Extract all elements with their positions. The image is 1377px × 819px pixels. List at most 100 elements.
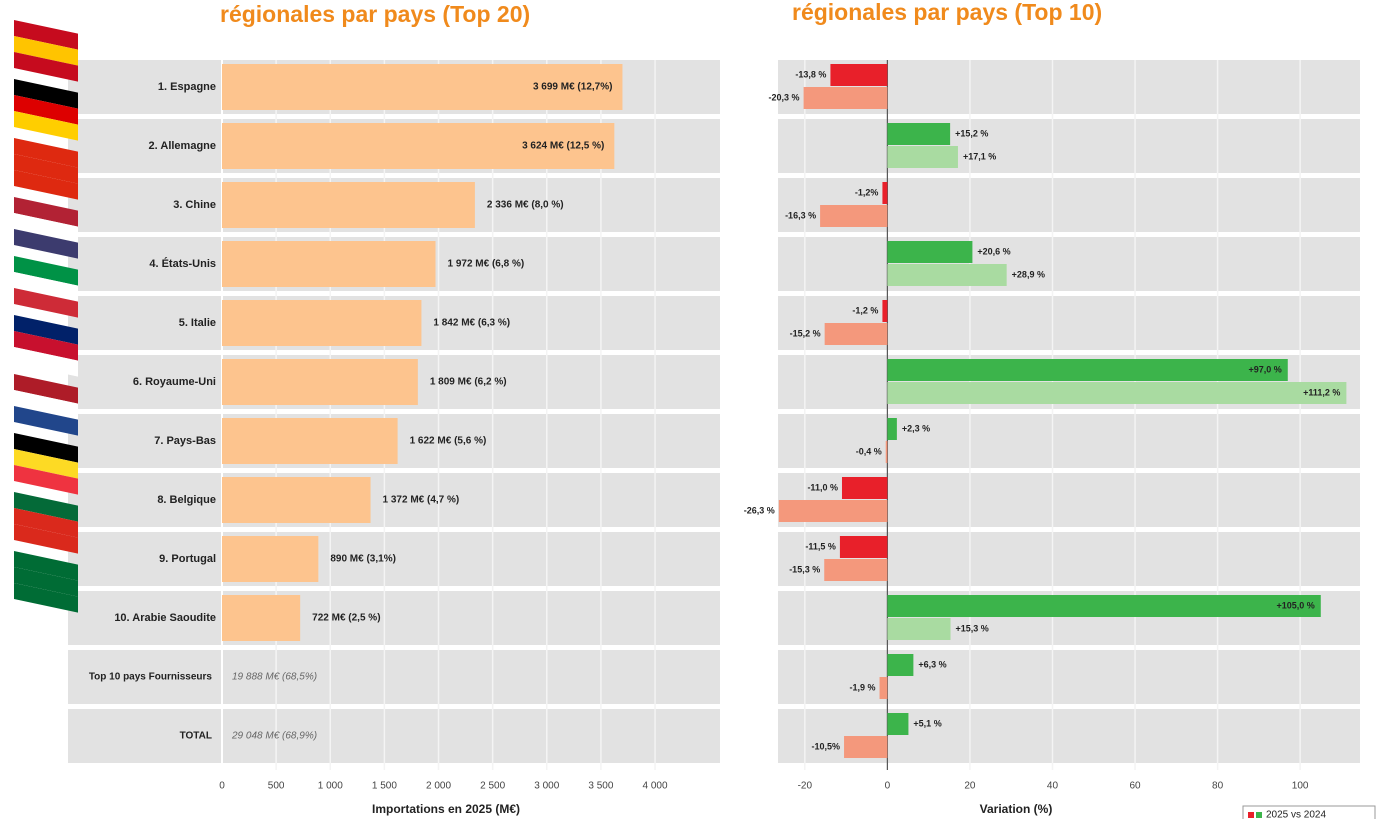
- flag: [14, 374, 78, 436]
- value-label: 890 M€ (3,1%): [330, 554, 396, 565]
- flag-stripe: [14, 229, 78, 259]
- value-label: -20,3 %: [769, 92, 800, 102]
- flag-stripe: [14, 95, 78, 125]
- value-label: 1 622 M€ (5,6 %): [410, 436, 487, 447]
- value-label: +28,9 %: [1012, 269, 1045, 279]
- flag-stripe: [14, 508, 78, 538]
- x-tick-label: 40: [1047, 781, 1059, 792]
- value-label: 3 699 M€ (12,7%): [533, 82, 613, 93]
- flag-stripe: [14, 36, 78, 66]
- row-band: [778, 119, 1360, 173]
- flag-stripe: [14, 347, 78, 377]
- flag-stripe: [14, 406, 78, 436]
- x-tick-label: 20: [964, 781, 976, 792]
- legend-box: [1242, 805, 1376, 819]
- bar: [824, 323, 888, 345]
- flag: [14, 138, 78, 200]
- bar: [222, 418, 398, 464]
- flag-stripe: [14, 154, 78, 184]
- value-label: -0,4 %: [856, 446, 882, 456]
- x-tick-label: 0: [885, 781, 891, 792]
- value-label: 1 972 M€ (6,8 %): [447, 259, 524, 270]
- category-label: 3. Chine: [173, 199, 216, 211]
- bar: [222, 477, 371, 523]
- bar: [887, 264, 1007, 286]
- value-label: -1,2 %: [852, 305, 878, 315]
- flag-stripe: [14, 138, 78, 168]
- summary-value: 29 048 M€ (68,9%): [231, 731, 317, 742]
- category-label: 6. Royaume-Uni: [133, 376, 216, 388]
- chart-title: régionales par pays (Top 10): [792, 0, 1102, 25]
- value-label: +111,2 %: [1303, 387, 1340, 397]
- value-label: +15,2 %: [955, 128, 988, 138]
- category-label: 1. Espagne: [158, 81, 216, 93]
- category-label: 7. Pays-Bas: [154, 435, 216, 447]
- bar: [887, 359, 1288, 381]
- bar: [887, 123, 951, 145]
- value-label: +17,1 %: [963, 151, 996, 161]
- flag: [14, 492, 78, 554]
- flag-stripe: [14, 492, 78, 522]
- legend-swatch: [1256, 812, 1262, 818]
- flag: [14, 433, 78, 495]
- x-tick-label: 3 000: [534, 781, 559, 792]
- value-label: 1 809 M€ (6,2 %): [430, 377, 507, 388]
- x-tick-label: -20: [798, 781, 813, 792]
- x-tick-label: 1 500: [372, 781, 397, 792]
- bar: [222, 595, 301, 641]
- bar: [222, 359, 418, 405]
- value-label: +20,6 %: [977, 246, 1010, 256]
- bar: [830, 64, 888, 86]
- value-label: +5,1 %: [913, 718, 941, 728]
- flag-stripe: [14, 315, 78, 345]
- bar: [882, 300, 888, 322]
- category-label: 9. Portugal: [159, 553, 216, 565]
- flag-stripe: [14, 20, 78, 50]
- row-band: [68, 650, 720, 704]
- flag-stripe: [14, 390, 78, 420]
- value-label: 3 624 M€ (12,5 %): [522, 141, 604, 152]
- bar: [222, 536, 319, 582]
- flag-stripe: [14, 331, 78, 361]
- flag-stripe: [14, 551, 78, 581]
- row-band: [68, 532, 720, 586]
- bar: [778, 500, 888, 522]
- value-label: -15,3 %: [789, 564, 820, 574]
- flag-stripe: [14, 433, 78, 463]
- value-label: -16,3 %: [785, 210, 816, 220]
- x-axis-title: Importations en 2025 (M€): [372, 802, 520, 816]
- value-label: +15,3 %: [956, 623, 989, 633]
- bar: [887, 418, 897, 440]
- flag-stripe: [14, 288, 78, 318]
- category-label: 8. Belgique: [157, 494, 216, 506]
- bar: [887, 146, 958, 168]
- flag-stripe: [14, 256, 78, 286]
- bar: [885, 441, 888, 463]
- x-tick-label: 1 000: [318, 781, 343, 792]
- flag-stripe: [14, 170, 78, 200]
- value-label: 1 842 M€ (6,3 %): [433, 318, 510, 329]
- bar: [887, 654, 914, 676]
- value-label: -13,8 %: [795, 69, 826, 79]
- chart-title: régionales par pays (Top 20): [220, 1, 530, 27]
- value-label: +2,3 %: [902, 423, 930, 433]
- category-label: 2. Allemagne: [149, 140, 216, 152]
- bar: [222, 182, 475, 228]
- flag-stripe: [14, 272, 78, 302]
- flag: [14, 197, 78, 259]
- category-label: 10. Arabie Saoudite: [114, 612, 216, 624]
- flag: [14, 551, 78, 613]
- flag-stripe: [14, 213, 78, 243]
- bar: [879, 677, 888, 699]
- x-tick-label: 80: [1212, 781, 1224, 792]
- flag: [14, 79, 78, 141]
- row-band: [778, 650, 1360, 704]
- bar: [824, 559, 888, 581]
- bar: [841, 477, 888, 499]
- x-tick-label: 100: [1292, 781, 1309, 792]
- value-label: 2 336 M€ (8,0 %): [487, 200, 564, 211]
- bar: [222, 241, 436, 287]
- flag-stripe: [14, 79, 78, 109]
